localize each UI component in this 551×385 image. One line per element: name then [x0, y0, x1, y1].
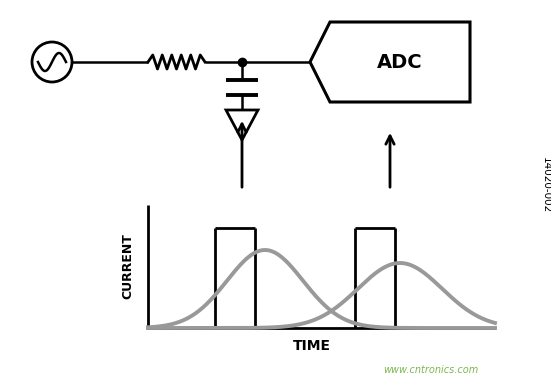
Text: 14020-002: 14020-002	[541, 157, 551, 213]
Text: CURRENT: CURRENT	[122, 234, 134, 300]
Text: www.cntronics.com: www.cntronics.com	[383, 365, 478, 375]
Text: ADC: ADC	[377, 52, 423, 72]
Text: TIME: TIME	[293, 339, 331, 353]
Polygon shape	[310, 22, 470, 102]
